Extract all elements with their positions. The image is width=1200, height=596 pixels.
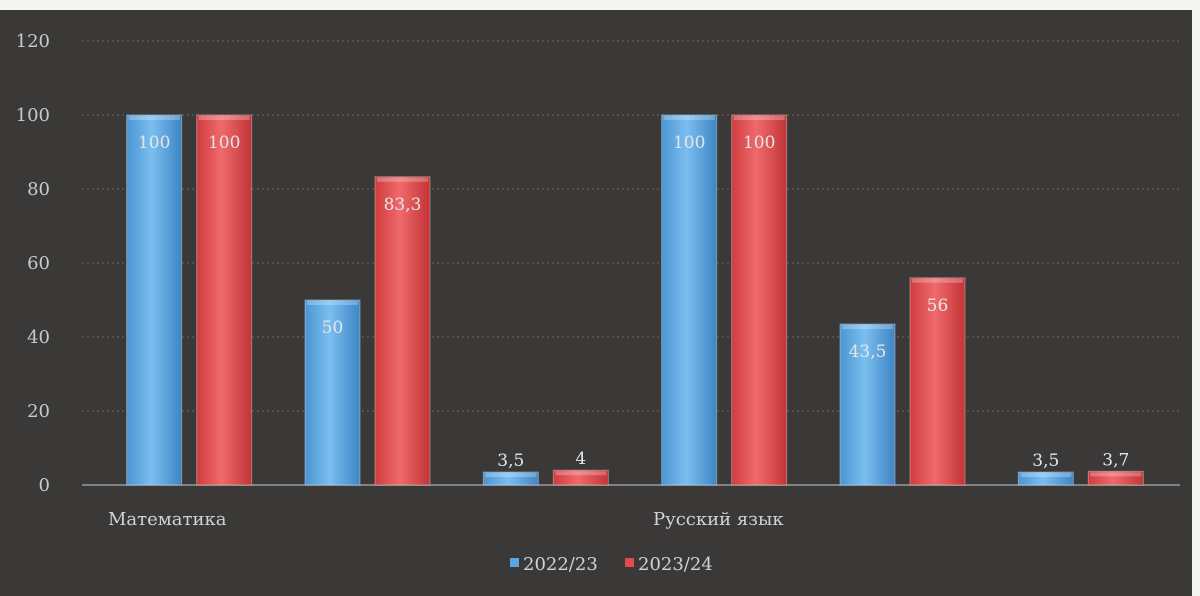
data-label: 100	[208, 133, 240, 153]
data-label: 3,5	[497, 451, 524, 471]
bars	[126, 114, 1144, 486]
data-label: 50	[322, 318, 344, 338]
legend: 2022/23 2023/24	[510, 554, 713, 575]
category-label: Русский язык	[653, 509, 784, 530]
category-labels: Математика Русский язык	[108, 509, 784, 530]
bar-series1	[126, 114, 183, 486]
bar-highlight	[485, 473, 537, 478]
bar-highlight	[663, 116, 715, 120]
y-tick-label: 100	[16, 105, 50, 126]
data-label: 3,5	[1032, 451, 1059, 471]
y-tick-label: 20	[27, 401, 50, 422]
bar-highlight	[377, 177, 428, 182]
bar-series2	[731, 114, 788, 486]
y-tick-label: 80	[27, 179, 50, 200]
bar-series1	[839, 323, 896, 486]
category-label: Математика	[108, 509, 227, 530]
bar-series2	[552, 469, 609, 486]
gridlines	[82, 40, 1180, 412]
bar-series1	[1017, 471, 1074, 486]
value-labels: 100 100 50 83,3 3,5 4 100 100 43,5 56 3,5 3,7	[138, 133, 1129, 471]
bar-series1	[304, 299, 361, 486]
bar-highlight	[912, 278, 963, 283]
bar-series1	[482, 471, 539, 486]
data-label: 43,5	[849, 342, 887, 362]
legend-label: 2023/24	[638, 554, 713, 575]
data-label: 100	[138, 133, 170, 153]
bar-highlight	[733, 116, 785, 120]
legend-swatch	[625, 558, 634, 567]
bar-highlight	[555, 471, 607, 476]
bar-highlight	[198, 116, 250, 120]
bar-highlight	[1090, 472, 1142, 477]
y-tick-label: 0	[39, 475, 50, 496]
bar-series2	[196, 114, 253, 486]
bar-series2	[1087, 470, 1144, 486]
data-label: 56	[927, 296, 949, 316]
bar-highlight	[842, 325, 893, 330]
bar-highlight	[307, 301, 358, 305]
data-label: 4	[575, 449, 586, 469]
y-tick-label: 120	[16, 31, 50, 52]
bar-series2	[374, 176, 431, 486]
bar-series2	[909, 277, 966, 486]
legend-swatch	[510, 558, 519, 567]
bar-highlight	[128, 116, 180, 120]
legend-label: 2022/23	[523, 554, 598, 575]
y-tick-label: 60	[27, 253, 50, 274]
data-label: 100	[743, 133, 775, 153]
data-label: 100	[673, 133, 705, 153]
data-label: 83,3	[384, 195, 422, 215]
bar-series1	[661, 114, 718, 486]
bar-highlight	[1020, 473, 1072, 478]
y-tick-label: 40	[27, 327, 50, 348]
data-label: 3,7	[1102, 450, 1129, 470]
y-axis-ticks: 0 20 40 60 80 100 120	[16, 31, 50, 496]
